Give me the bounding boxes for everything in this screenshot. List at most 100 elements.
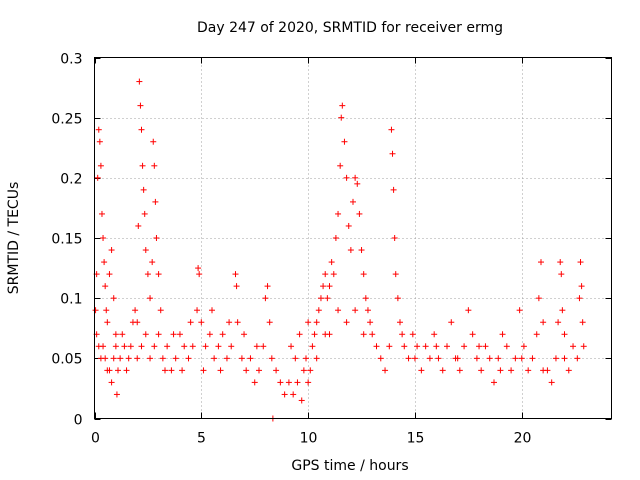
data-point bbox=[448, 319, 455, 326]
data-point bbox=[328, 259, 335, 266]
data-point bbox=[516, 307, 523, 314]
data-point bbox=[147, 295, 154, 302]
data-point bbox=[138, 343, 145, 350]
data-point bbox=[409, 331, 416, 338]
data-point bbox=[561, 331, 568, 338]
data-point bbox=[170, 331, 177, 338]
data-point bbox=[305, 379, 312, 386]
data-point bbox=[147, 355, 154, 362]
chart-title: Day 247 of 2020, SRMTID for receiver erm… bbox=[197, 20, 503, 36]
data-point bbox=[162, 367, 168, 374]
data-point bbox=[326, 283, 333, 290]
data-point bbox=[476, 343, 483, 350]
data-point bbox=[343, 174, 350, 181]
data-point bbox=[352, 307, 359, 314]
data-point bbox=[159, 355, 166, 362]
data-point bbox=[386, 343, 393, 350]
data-point bbox=[298, 397, 305, 404]
data-point bbox=[367, 319, 374, 326]
data-point bbox=[223, 355, 230, 362]
data-point bbox=[574, 355, 581, 362]
data-points bbox=[92, 78, 587, 422]
data-point bbox=[217, 367, 224, 374]
data-point bbox=[101, 259, 108, 266]
y-tick-label: 0 bbox=[74, 413, 83, 429]
data-point bbox=[243, 367, 250, 374]
y-tick-label: 0.1 bbox=[60, 292, 82, 308]
data-point bbox=[155, 271, 162, 278]
data-point bbox=[102, 355, 109, 362]
data-point bbox=[358, 247, 365, 254]
data-point bbox=[350, 198, 356, 205]
data-point bbox=[339, 102, 346, 109]
data-point bbox=[313, 355, 320, 362]
x-tick-label: 5 bbox=[197, 431, 206, 447]
plot-frame bbox=[94, 57, 612, 419]
data-point bbox=[465, 307, 472, 314]
data-point bbox=[341, 138, 348, 145]
data-point bbox=[144, 271, 151, 278]
data-point bbox=[232, 271, 239, 278]
data-point bbox=[238, 355, 245, 362]
data-point bbox=[137, 102, 144, 109]
data-point bbox=[401, 343, 408, 350]
data-point bbox=[108, 247, 115, 254]
data-point bbox=[202, 343, 209, 350]
x-tick-label: 15 bbox=[407, 431, 425, 447]
y-tick-label: 0.3 bbox=[60, 52, 82, 68]
data-point bbox=[187, 319, 194, 326]
data-point bbox=[311, 331, 318, 338]
data-point bbox=[292, 355, 299, 362]
data-point bbox=[198, 319, 205, 326]
data-point bbox=[94, 174, 101, 181]
data-point bbox=[491, 379, 497, 386]
data-point bbox=[533, 331, 540, 338]
data-point bbox=[473, 355, 480, 362]
data-point bbox=[194, 307, 201, 314]
data-point bbox=[518, 355, 525, 362]
data-point bbox=[195, 265, 202, 272]
data-point bbox=[123, 367, 130, 374]
data-point bbox=[136, 78, 143, 85]
data-point bbox=[296, 331, 303, 338]
data-point bbox=[113, 391, 120, 398]
data-point bbox=[97, 162, 104, 169]
data-point bbox=[196, 271, 203, 278]
data-point bbox=[102, 283, 109, 290]
data-point bbox=[96, 138, 103, 145]
data-point bbox=[347, 247, 354, 254]
data-point bbox=[570, 343, 577, 350]
data-point bbox=[435, 355, 442, 362]
data-point bbox=[422, 343, 429, 350]
data-point bbox=[360, 271, 367, 278]
x-axis-label: GPS time / hours bbox=[291, 458, 408, 474]
data-point bbox=[95, 126, 102, 133]
data-point bbox=[486, 355, 493, 362]
data-point bbox=[164, 343, 171, 350]
data-point bbox=[388, 126, 395, 133]
data-point bbox=[512, 355, 519, 362]
data-point bbox=[482, 343, 489, 350]
data-point bbox=[414, 343, 421, 350]
data-point bbox=[411, 355, 418, 362]
data-point bbox=[215, 343, 222, 350]
data-point bbox=[345, 222, 352, 229]
data-point bbox=[110, 295, 117, 302]
data-point bbox=[579, 319, 586, 326]
y-tick-label: 0.05 bbox=[51, 352, 82, 368]
data-point bbox=[153, 235, 160, 241]
data-point bbox=[580, 343, 587, 350]
data-point bbox=[256, 367, 262, 374]
data-point bbox=[108, 379, 115, 386]
data-point bbox=[262, 295, 269, 302]
data-point bbox=[110, 355, 117, 362]
data-point bbox=[356, 210, 363, 217]
data-point bbox=[209, 307, 215, 314]
data-point bbox=[330, 271, 337, 278]
data-point bbox=[335, 210, 342, 217]
data-point bbox=[578, 283, 585, 290]
data-point bbox=[142, 331, 149, 338]
data-point bbox=[266, 319, 273, 326]
data-point bbox=[399, 331, 406, 338]
